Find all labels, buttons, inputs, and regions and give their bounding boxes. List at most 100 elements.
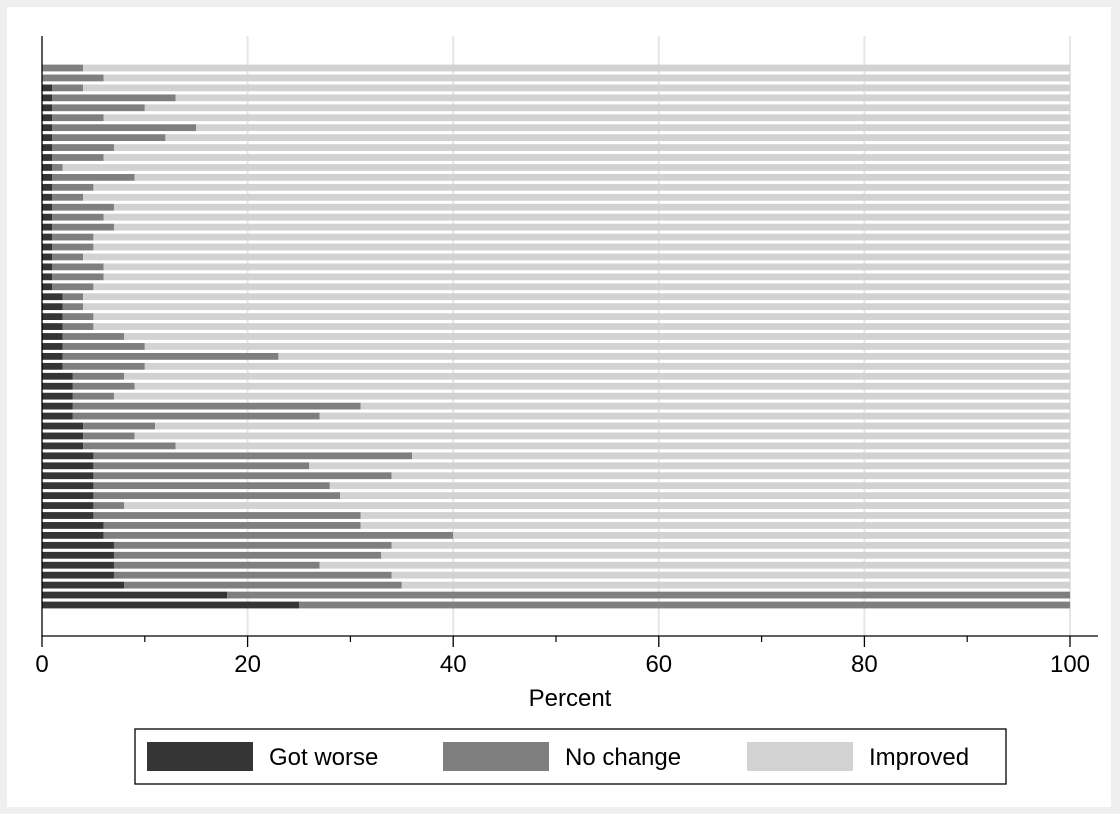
bar-segment xyxy=(42,392,73,400)
bar-segment xyxy=(42,193,53,201)
bar-segment xyxy=(42,382,73,390)
bar-segment xyxy=(113,223,1070,231)
bar-segment xyxy=(103,154,1071,161)
bar-segment xyxy=(62,323,94,330)
bar-segment xyxy=(124,333,1071,340)
bar-segment xyxy=(42,402,73,410)
bar-segment xyxy=(93,313,1070,321)
bar-segment xyxy=(52,134,166,142)
bar-segment xyxy=(165,134,1071,142)
legend: Got worse No change Improved xyxy=(134,728,1007,785)
bar-segment xyxy=(62,293,84,301)
bar-segment xyxy=(93,502,125,509)
bar-segment xyxy=(42,223,53,231)
bar-segment xyxy=(83,293,1071,301)
bar-segment xyxy=(42,333,63,340)
bar-segment xyxy=(391,571,1070,579)
bar-segment xyxy=(319,412,1070,420)
bar-segment xyxy=(113,551,382,559)
bar-segment xyxy=(360,512,1070,519)
bar-segment xyxy=(93,243,1070,251)
bar-segment xyxy=(52,84,84,92)
bar-segment xyxy=(42,273,53,281)
bar-segment xyxy=(52,94,176,102)
bar-segment xyxy=(42,74,104,82)
x-tick-label: 100 xyxy=(1050,651,1090,678)
bar-segment xyxy=(83,303,1071,311)
bar-segment xyxy=(42,213,53,221)
bar-segment xyxy=(124,502,1071,509)
bar-segment xyxy=(93,183,1070,191)
bar-segment xyxy=(42,551,114,559)
bar-segment xyxy=(52,173,135,181)
bar-segment xyxy=(42,512,94,519)
bar-segment xyxy=(42,313,63,321)
bar-segment xyxy=(93,492,341,500)
bar-segment xyxy=(113,541,392,549)
bar-segment xyxy=(453,531,1070,539)
bar-segment xyxy=(42,114,53,122)
bar-segment xyxy=(42,303,63,311)
bar-segment xyxy=(62,362,145,370)
bar-segment xyxy=(62,164,1071,171)
bar-segment xyxy=(103,263,1071,271)
bar-segment xyxy=(42,492,94,500)
bar-segment xyxy=(52,154,104,161)
bar-segment xyxy=(52,223,114,231)
bar-segment xyxy=(52,193,84,201)
bar-segment xyxy=(155,422,1070,430)
bar-segment xyxy=(103,74,1071,82)
x-tick-label: 20 xyxy=(234,651,261,678)
bar-segment xyxy=(103,213,1071,221)
bar-segment xyxy=(42,323,63,330)
bar-segment xyxy=(42,154,53,161)
bar-segment xyxy=(42,561,114,569)
bar-segment xyxy=(42,581,125,589)
bar-segment xyxy=(42,253,53,261)
bar-segment xyxy=(83,422,156,430)
x-tick-label: 0 xyxy=(35,651,48,678)
bar-segment xyxy=(93,472,392,480)
bar-segment xyxy=(42,124,53,132)
bar-segment xyxy=(42,352,63,360)
bar-segment xyxy=(42,263,53,271)
bar-segment xyxy=(93,462,310,470)
bar-segment xyxy=(227,591,1071,599)
bar-segment xyxy=(42,283,53,291)
bar-segment xyxy=(42,362,63,370)
bar-segment xyxy=(52,263,104,271)
bar-segment xyxy=(360,522,1070,529)
bar-segment xyxy=(113,203,1070,211)
bar-segment xyxy=(52,144,114,151)
bar-segment xyxy=(309,462,1070,470)
legend-swatch xyxy=(147,742,253,771)
bar-segment xyxy=(175,442,1070,450)
bar-segment xyxy=(42,591,228,599)
bar-segment xyxy=(113,392,1070,400)
bar-segment xyxy=(42,522,104,529)
legend-label: Got worse xyxy=(269,744,378,771)
bar-segment xyxy=(42,203,53,211)
bar-segment xyxy=(319,561,1070,569)
bar-segment xyxy=(42,482,94,490)
bar-segment xyxy=(124,581,402,589)
bar-segment xyxy=(113,144,1070,151)
bar-segment xyxy=(103,273,1071,281)
legend-box xyxy=(134,728,1007,785)
bar-segment xyxy=(42,432,84,440)
bar-segment xyxy=(42,452,94,460)
bar-segment xyxy=(52,203,114,211)
bar-segment xyxy=(144,104,1071,112)
bar-segment xyxy=(391,472,1070,480)
bar-segment xyxy=(134,432,1070,440)
bars xyxy=(42,64,1071,609)
x-tick-label: 40 xyxy=(440,651,467,678)
bar-segment xyxy=(340,492,1070,500)
bar-segment xyxy=(401,581,1070,589)
bar-segment xyxy=(83,253,1071,261)
bar-segment xyxy=(42,144,53,151)
legend-swatch xyxy=(443,742,549,771)
bar-segment xyxy=(113,561,320,569)
legend-label: No change xyxy=(565,744,681,771)
bar-segment xyxy=(93,233,1070,241)
